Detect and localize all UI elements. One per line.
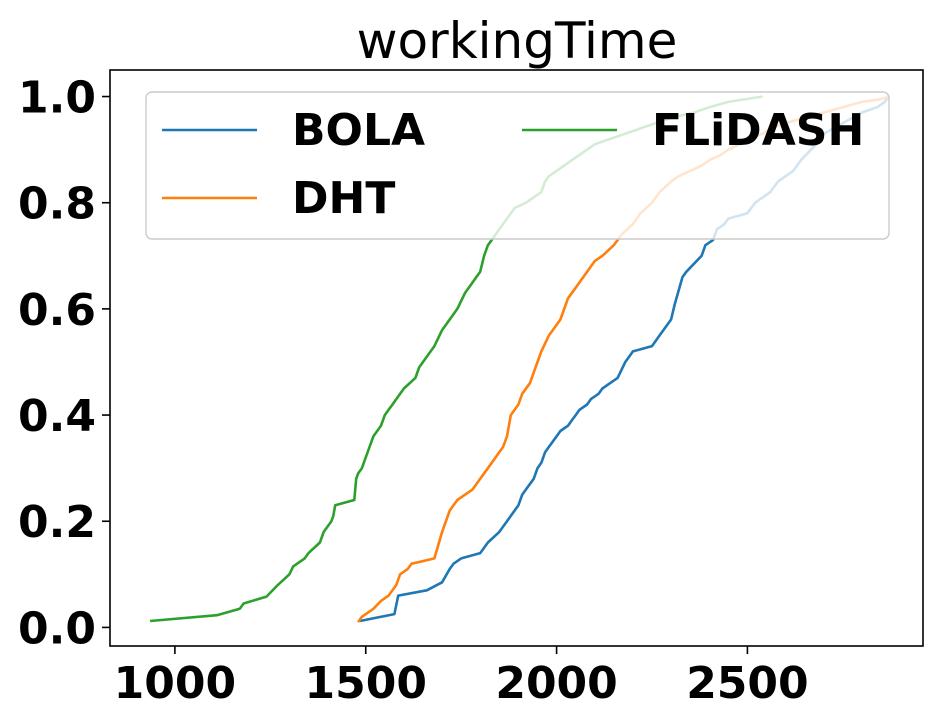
legend-label-dht: DHT bbox=[292, 173, 395, 224]
x-tick-label: 1500 bbox=[304, 658, 426, 709]
y-tick-label: 0.2 bbox=[18, 497, 96, 548]
x-tick-label: 2500 bbox=[686, 658, 808, 709]
legend-label-bola: BOLA bbox=[292, 105, 425, 156]
x-tick-label: 2000 bbox=[495, 658, 617, 709]
y-tick-label: 1.0 bbox=[18, 73, 96, 124]
y-tick-label: 0.4 bbox=[18, 391, 96, 442]
y-tick-label: 0.6 bbox=[18, 285, 96, 336]
y-tick-label: 0.8 bbox=[18, 179, 96, 230]
legend-label-flidash: FLiDASH bbox=[652, 105, 864, 156]
chart-title: workingTime bbox=[357, 12, 678, 70]
y-axis: 0.0 0.2 0.4 0.6 0.8 1.0 bbox=[18, 73, 110, 654]
y-tick-label: 0.0 bbox=[18, 603, 96, 654]
plot-area-frame bbox=[109, 69, 924, 647]
x-tick-label: 1000 bbox=[114, 658, 236, 709]
legend-box bbox=[145, 91, 890, 240]
x-axis: 1000 1500 2000 2500 bbox=[114, 646, 809, 709]
legend: BOLA DHT FLiDASH bbox=[145, 91, 890, 240]
